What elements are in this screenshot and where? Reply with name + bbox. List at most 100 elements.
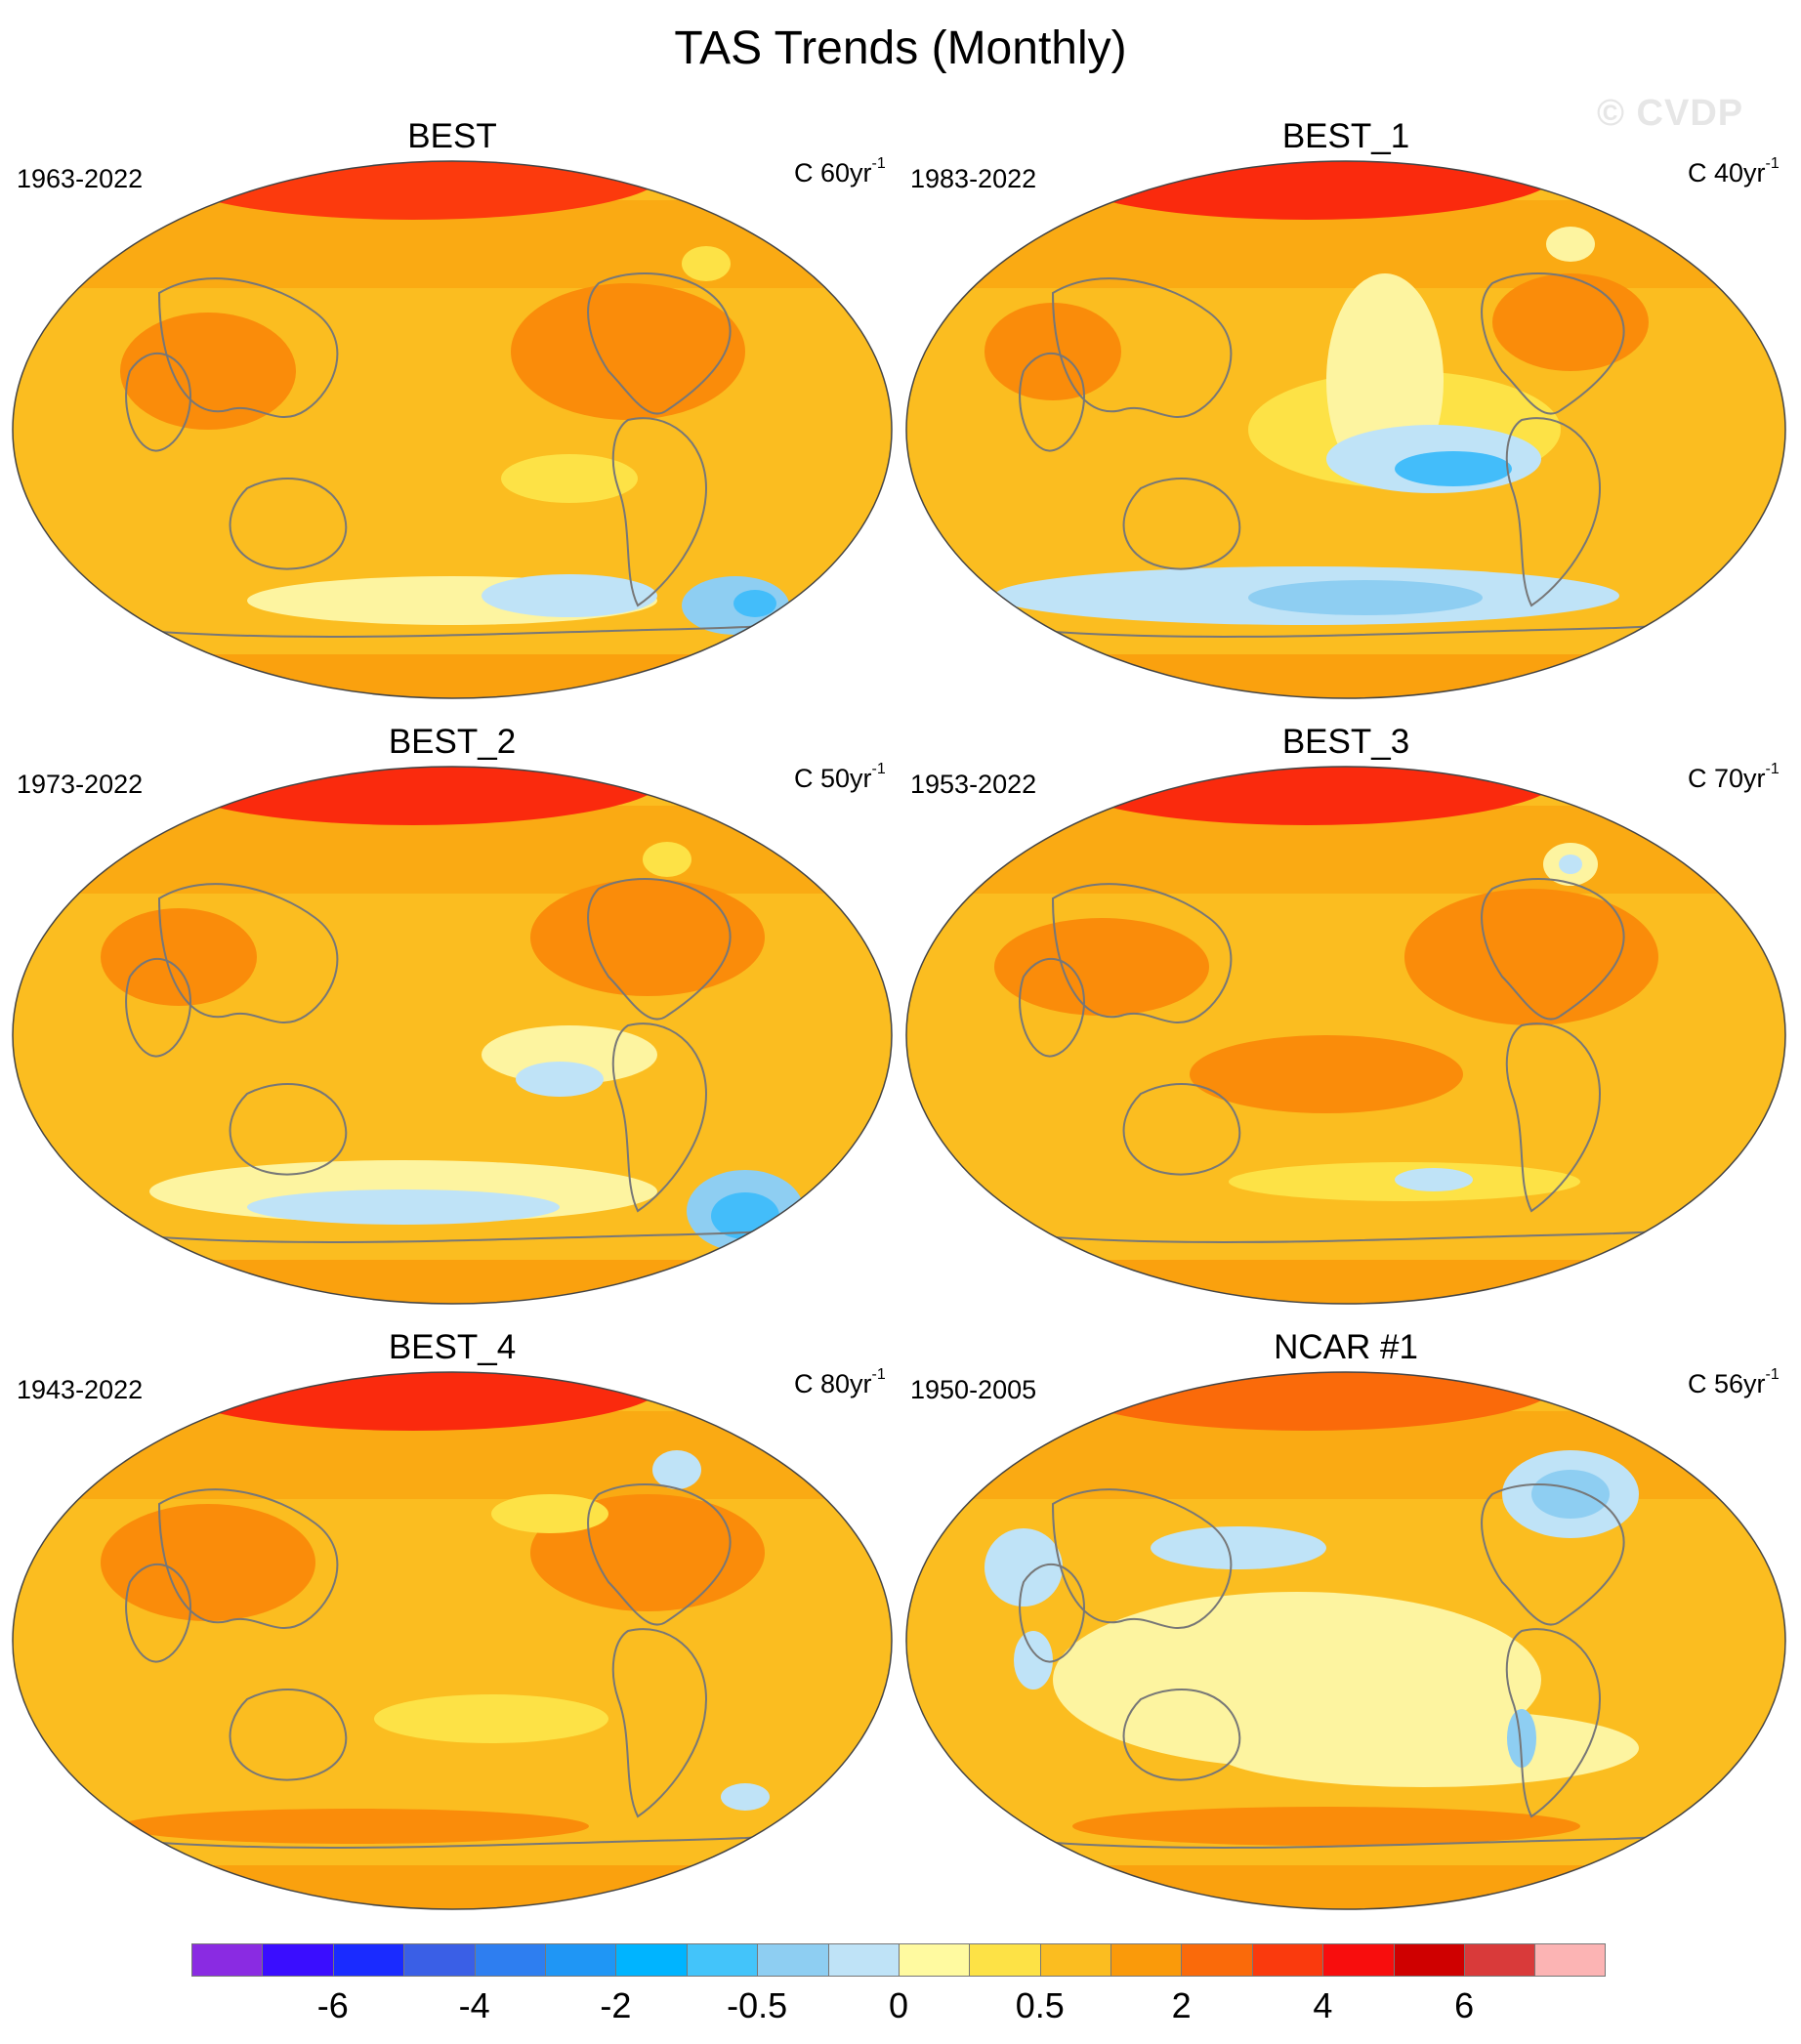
colorbar-swatch [1393,1943,1465,1977]
colorbar-swatch [1464,1943,1535,1977]
coastline [1019,352,1085,452]
coastline [157,883,339,1024]
panel-title: BEST_1 [1281,117,1410,155]
units-label: C 56yr-1 [1688,1364,1780,1398]
map-border [12,766,893,1305]
units-exponent: -1 [871,155,886,172]
trend-region [984,303,1121,400]
map-border [905,766,1786,1305]
antarctic-band [13,654,892,698]
coastline [587,272,732,415]
units-exponent: -1 [1765,1366,1780,1383]
trend-region [1531,1470,1610,1519]
colorbar-tick-label: 6 [1454,1985,1475,2025]
coastline [1122,478,1241,570]
trend-region [733,590,776,617]
trend-region [1151,1526,1326,1569]
panel-title: BEST_4 [388,1328,517,1366]
map-border [905,160,1786,699]
period-label: 1973-2022 [17,770,144,799]
antarctic-band [906,654,1785,698]
units-text: C 50yr [794,764,872,793]
trend-region [1395,1168,1473,1191]
colorbar-tick-label: 0.5 [1015,1985,1065,2025]
colorbar-tick-label: 2 [1171,1985,1192,2025]
coastline [1505,417,1602,607]
colorbar-swatch [332,1943,404,1977]
trend-region [120,1809,589,1844]
panel-title: BEST_3 [1281,723,1410,761]
coastline [611,1022,708,1213]
colorbar-tick-label: -0.5 [727,1985,788,2025]
coastline [229,1689,348,1781]
trend-region [643,842,691,877]
coastline [1505,1022,1602,1213]
units-label: C 60yr-1 [794,153,886,188]
coastline [611,1628,708,1818]
map-border [12,160,893,699]
trend-region [1209,1709,1639,1787]
map-panel-5 [906,1372,1785,1909]
trend-region [1546,227,1595,262]
antarctic-band [906,1260,1785,1304]
trend-region [247,1189,560,1225]
units-text: C 56yr [1688,1369,1766,1398]
coastline [1051,277,1233,419]
antarctic-band [906,1865,1785,1909]
units-exponent: -1 [1765,155,1780,172]
coastline [1481,878,1625,1021]
colorbar-swatch [898,1943,970,1977]
colorbar-tick-label: -4 [458,1985,490,2025]
coastline [1051,1488,1233,1630]
colorbar-swatch [827,1943,899,1977]
colorbar-tick-label: 4 [1313,1985,1333,2025]
map-panel-0 [13,161,892,698]
arctic-anomaly [159,1372,667,1431]
coastline [1481,1483,1625,1626]
panel-title: BEST [407,117,497,155]
coastline [1019,957,1085,1058]
coastline [1051,883,1233,1024]
coastline [1505,1628,1602,1818]
arctic-anomaly [1053,767,1561,825]
watermark-logo: © CVDP [1597,93,1744,134]
trend-region [374,1694,608,1743]
colorbar-tick-label: -6 [316,1985,349,2025]
trend-region [1072,1807,1580,1846]
antarctic-band [13,1260,892,1304]
trend-region [1559,855,1582,874]
coastline [125,957,191,1058]
map-panels [12,160,1786,1910]
units-exponent: -1 [871,761,886,777]
trend-region [1492,273,1649,371]
trend-region [511,283,745,420]
colorbar-swatch [1322,1943,1394,1977]
coastline [157,277,339,419]
panel-title: NCAR #1 [1274,1328,1418,1366]
colorbar-swatch [686,1943,758,1977]
trend-region [1190,1035,1463,1113]
coastline [125,1563,191,1663]
coastline [125,352,191,452]
colorbar-swatch [1251,1943,1323,1977]
units-exponent: -1 [1765,761,1780,777]
figure-title: TAS Trends (Monthly) [674,22,1127,74]
trend-region [101,908,257,1006]
arctic-anomaly [1053,161,1561,220]
period-label: 1963-2022 [17,164,144,193]
units-text: C 40yr [1688,158,1766,188]
trend-region [1248,580,1483,615]
colorbar-swatch [1534,1943,1606,1977]
coastline [611,417,708,607]
map-panel-3 [906,767,1785,1304]
trend-region [120,313,296,430]
trend-region [491,1494,608,1533]
panel-title: BEST_2 [388,723,517,761]
period-label: 1943-2022 [17,1375,144,1404]
coastline [1481,272,1625,415]
trend-region [482,574,657,617]
coastline [587,878,732,1021]
trend-region [101,1504,315,1621]
trend-region [1014,1631,1053,1689]
units-label: C 70yr-1 [1688,759,1780,793]
